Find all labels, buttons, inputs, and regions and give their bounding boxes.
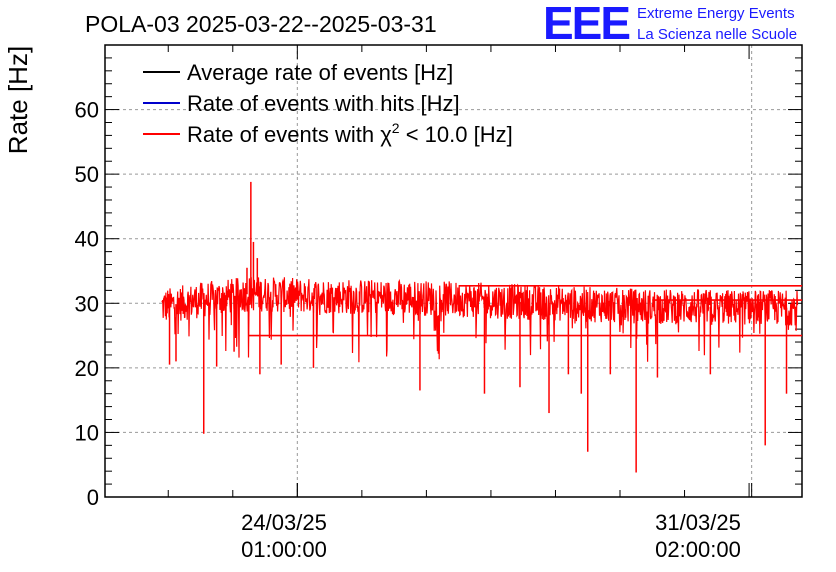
legend-chi2-sup: 2 (392, 120, 400, 136)
y-tick-label-40: 40 (75, 227, 99, 252)
eee-logo-line1: Extreme Energy Events (637, 5, 795, 22)
y-tick-label-20: 20 (75, 356, 99, 381)
y-tick-label-30: 30 (75, 291, 99, 316)
x-tick-labels: 24/03/25 01:00:00 31/03/25 02:00:00 (241, 510, 741, 562)
y-tick-labels: 0 10 20 30 40 50 60 (75, 98, 99, 510)
eee-logo-line2: La Scienza nelle Scuole (637, 26, 797, 43)
y-tick-label-50: 50 (75, 162, 99, 187)
legend-label-hits: Rate of events with hits [Hz] (187, 91, 460, 116)
chart-title: POLA-03 2025-03-22--2025-03-31 (85, 11, 437, 37)
plot-frame (104, 44, 803, 498)
series-layer (161, 181, 802, 473)
series-chi2 (161, 181, 802, 473)
eee-logo: EEE Extreme Energy Events La Scienza nel… (543, 0, 797, 49)
legend-chi2-suffix: < 10.0 [Hz] (400, 122, 513, 147)
axis-ticks (105, 44, 802, 498)
legend-chi2-symbol: χ (380, 122, 392, 147)
y-tick-label-0: 0 (87, 485, 99, 510)
legend-chi2-prefix: Rate of events with (187, 122, 380, 147)
x-tick-date-1: 24/03/25 (241, 510, 327, 535)
legend-label-chi2: Rate of events with χ2 < 10.0 [Hz] (187, 120, 513, 147)
x-tick-date-2: 31/03/25 (655, 510, 741, 535)
x-tick-time-2: 02:00:00 (655, 537, 741, 562)
x-tick-time-1: 01:00:00 (241, 537, 327, 562)
legend: Average rate of events [Hz] Rate of even… (143, 60, 513, 147)
y-tick-label-10: 10 (75, 420, 99, 445)
eee-logo-mark: EEE (543, 0, 629, 49)
y-axis-label: Rate [Hz] (3, 46, 33, 154)
series-trace (161, 277, 799, 363)
y-tick-label-60: 60 (75, 98, 99, 123)
legend-label-average: Average rate of events [Hz] (187, 60, 453, 85)
